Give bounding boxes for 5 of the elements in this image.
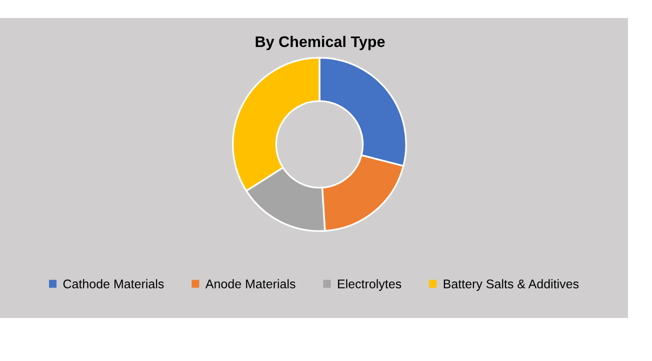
chart-title: By Chemical Type	[256, 36, 385, 50]
legend-label: Electrolytes	[338, 279, 402, 291]
legend-label: Battery Salts & Additives	[444, 279, 579, 291]
legend-label: Anode Materials	[205, 279, 296, 288]
legend-label: Cathode Materials	[63, 279, 164, 288]
